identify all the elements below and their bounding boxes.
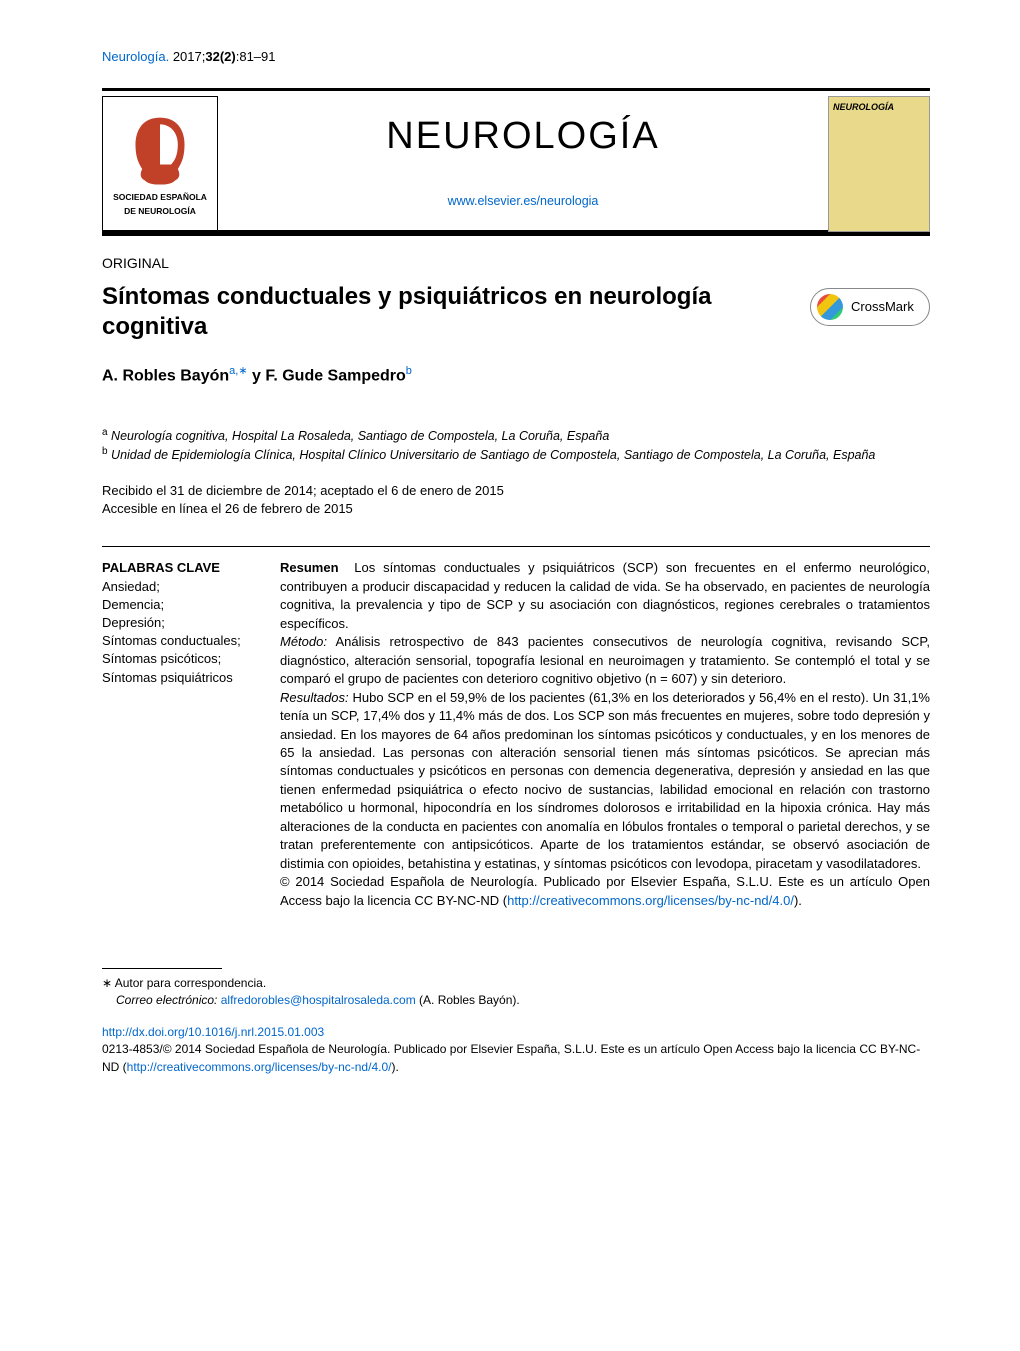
abstract-column: Resumen Los síntomas conductuales y psiq… (280, 546, 930, 910)
society-name-2: DE NEUROLOGÍA (124, 207, 196, 217)
keywords-list: Ansiedad; Demencia; Depresión; Síntomas … (102, 578, 264, 687)
keywords-heading: PALABRAS CLAVE (102, 559, 264, 577)
section-label: ORIGINAL (102, 254, 930, 274)
citation-year: 2017; (169, 49, 205, 64)
brain-icon (126, 111, 194, 189)
abstract-method-label: Método: (280, 634, 327, 649)
issn-close: ). (391, 1060, 398, 1074)
corresponding-email-line: Correo electrónico: alfredorobles@hospit… (102, 992, 930, 1009)
cover-thumb-title: NEUROLOGÍA (833, 101, 925, 114)
abstract-label: Resumen (280, 560, 339, 575)
abstract-results-label: Resultados: (280, 690, 349, 705)
date-online: Accesible en línea el 26 de febrero de 2… (102, 500, 930, 518)
doi-link[interactable]: http://dx.doi.org/10.1016/j.nrl.2015.01.… (102, 1025, 324, 1039)
abstract-results: Hubo SCP en el 59,9% de los pacientes (6… (280, 690, 930, 871)
footnote-rule (102, 968, 222, 969)
email-suffix: (A. Robles Bayón). (416, 993, 520, 1007)
license-link[interactable]: http://creativecommons.org/licenses/by-n… (507, 893, 794, 908)
corresponding-author: ∗ Autor para correspondencia. (102, 975, 930, 992)
affiliation-a: a Neurología cognitiva, Hospital La Rosa… (102, 426, 930, 445)
society-logo: SOCIEDAD ESPAÑOLA DE NEUROLOGÍA (102, 96, 218, 232)
author-1-affil: a,∗ (229, 365, 247, 377)
author-connector: y (248, 367, 266, 384)
author-1: A. Robles Bayón (102, 367, 229, 384)
journal-center: NEUROLOGÍA www.elsevier.es/neurologia (218, 110, 828, 211)
title-row: Síntomas conductuales y psiquiátricos en… (102, 282, 930, 364)
affiliations: a Neurología cognitiva, Hospital La Rosa… (102, 426, 930, 465)
article-title: Síntomas conductuales y psiquiátricos en… (102, 282, 786, 342)
citation-journal-link[interactable]: Neurología. (102, 49, 169, 64)
cover-thumbnail: NEUROLOGÍA (828, 96, 930, 232)
running-citation: Neurología. 2017;32(2):81–91 (102, 48, 930, 66)
email-label: Correo electrónico: (116, 993, 217, 1007)
article-dates: Recibido el 31 de diciembre de 2014; ace… (102, 482, 930, 518)
crossmark-badge[interactable]: CrossMark (810, 288, 930, 326)
citation-issue: 32(2) (205, 49, 235, 64)
crossmark-label: CrossMark (851, 298, 914, 316)
citation-pages: :81–91 (236, 49, 276, 64)
abstract-intro: Los síntomas conductuales y psiquiátrico… (280, 560, 930, 630)
email-link[interactable]: alfredorobles@hospitalrosaleda.com (221, 993, 416, 1007)
author-2-affil: b (406, 365, 412, 377)
banner-inner: SOCIEDAD ESPAÑOLA DE NEUROLOGÍA NEUROLOG… (102, 91, 930, 230)
page-root: Neurología. 2017;32(2):81–91 SOCIEDAD ES… (0, 0, 1020, 1116)
footnotes: ∗ Autor para correspondencia. Correo ele… (102, 968, 930, 1010)
affiliation-b: b Unidad de Epidemiología Clínica, Hospi… (102, 445, 930, 464)
footer-license-link[interactable]: http://creativecommons.org/licenses/by-n… (127, 1060, 392, 1074)
society-name-1: SOCIEDAD ESPAÑOLA (113, 193, 207, 203)
keywords-column: PALABRAS CLAVE Ansiedad; Demencia; Depre… (102, 546, 280, 910)
abstract-method: Análisis retrospectivo de 843 pacientes … (280, 634, 930, 686)
abstract-block: PALABRAS CLAVE Ansiedad; Demencia; Depre… (102, 546, 930, 910)
issn-copyright: 0213-4853/© 2014 Sociedad Española de Ne… (102, 1041, 930, 1076)
date-received: Recibido el 31 de diciembre de 2014; ace… (102, 482, 930, 500)
authors-line: A. Robles Bayóna,∗ y F. Gude Sampedrob (102, 364, 930, 388)
author-2: F. Gude Sampedro (265, 367, 405, 384)
doi-block: http://dx.doi.org/10.1016/j.nrl.2015.01.… (102, 1024, 930, 1076)
abstract-copyright-close: ). (794, 893, 802, 908)
journal-name: NEUROLOGÍA (218, 110, 828, 163)
journal-banner: SOCIEDAD ESPAÑOLA DE NEUROLOGÍA NEUROLOG… (102, 88, 930, 236)
affiliation-b-text: Unidad de Epidemiología Clínica, Hospita… (111, 448, 875, 462)
affiliation-a-text: Neurología cognitiva, Hospital La Rosale… (111, 429, 609, 443)
crossmark-icon (817, 294, 843, 320)
journal-url-link[interactable]: www.elsevier.es/neurologia (448, 194, 599, 208)
